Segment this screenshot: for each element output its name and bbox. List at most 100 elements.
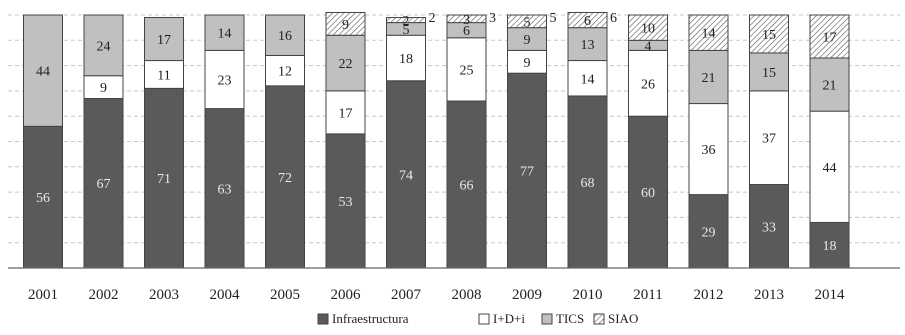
data-label: 6 (463, 24, 470, 39)
bar-segment-infraestructura (144, 87, 184, 269)
bar-segment-siao (446, 14, 487, 24)
data-label: 17 (157, 33, 171, 48)
legend-swatch-siao (593, 313, 605, 325)
data-label: 68 (581, 176, 595, 191)
x-axis: 2001 2002 2003 2004 2005 2006 2007 2008 2009 2010… (8, 267, 900, 303)
bar-segment-i-d-i (628, 49, 668, 117)
data-label: 18 (399, 52, 413, 67)
x-tick-label: 2005 (270, 287, 300, 303)
x-tick-label: 2013 (754, 287, 784, 303)
legend-swatch-infraestructura (317, 313, 329, 325)
data-label: 2 (403, 14, 410, 29)
data-label: 56 (36, 191, 50, 206)
bar-segment-i-d-i (386, 34, 426, 82)
x-tick-label: 2009 (512, 287, 542, 303)
data-label: 44 (36, 65, 50, 80)
bar-segment-siao (386, 17, 426, 24)
x-tick-label: 2010 (573, 287, 603, 303)
bar-segment-infraestructura (83, 97, 124, 269)
bar-segment-infraestructura (446, 100, 487, 269)
data-label: 25 (460, 63, 474, 78)
bar-segment-tics (83, 14, 124, 77)
bar-segment-siao (567, 11, 608, 29)
data-label: 14 (581, 72, 595, 87)
bar-segment-tics (325, 34, 366, 92)
data-label: 9 (342, 18, 349, 33)
data-label: 21 (823, 79, 837, 94)
bar-segment-tics (23, 14, 63, 127)
data-label: 3 (463, 13, 470, 28)
data-label: 36 (702, 143, 716, 158)
x-tick-label: 2003 (149, 287, 179, 303)
data-label: 11 (157, 68, 170, 83)
x-tick-label: 2007 (391, 287, 422, 303)
data-label: 24 (97, 39, 111, 54)
bar-segment-i-d-i (567, 60, 608, 97)
data-label: 13 (581, 38, 595, 53)
data-label: 15 (762, 28, 776, 43)
bar-segment-infraestructura (204, 108, 245, 269)
legend-label-i-d-i: I+D+i (493, 311, 525, 326)
data-label: 23 (218, 74, 232, 89)
bar-segment-infraestructura (23, 125, 63, 269)
data-label-outside: 2 (429, 11, 436, 26)
data-label: 22 (339, 57, 353, 72)
data-label: 71 (157, 172, 171, 187)
data-label: 16 (278, 29, 292, 44)
data-label: 15 (762, 66, 776, 81)
data-label-outside: 3 (489, 11, 496, 26)
bar-segment-tics (688, 49, 729, 105)
x-tick-label: 2014 (815, 287, 846, 303)
bar-segment-infraestructura (507, 72, 547, 269)
bar-segment-infraestructura (265, 85, 305, 269)
bar-segment-infraestructura (688, 194, 729, 269)
bar-segment-infraestructura (567, 95, 608, 269)
bar-segment-tics (144, 17, 184, 62)
data-label: 18 (823, 239, 837, 254)
bar-segment-i-d-i (749, 90, 789, 186)
legend-label-tics: TICS (556, 311, 584, 326)
x-tick-label: 2001 (28, 287, 58, 303)
legend-swatch-tics (541, 313, 553, 325)
bar-segment-siao (809, 14, 850, 59)
bar-segment-infraestructura (809, 221, 850, 269)
bar-segment-siao (507, 14, 547, 29)
data-label: 14 (702, 27, 716, 42)
x-tick-label: 2006 (331, 287, 362, 303)
x-tick-label: 2011 (633, 287, 662, 303)
bar-segment-tics (809, 57, 850, 112)
bar-segment-siao (749, 14, 789, 54)
bar-segment-infraestructura (749, 184, 789, 269)
data-label: 63 (218, 182, 232, 197)
legend-label-infraestructura: Infraestructura (332, 311, 409, 326)
data-label: 14 (218, 27, 232, 42)
data-label: 17 (339, 106, 353, 121)
data-label: 60 (641, 186, 655, 201)
data-label: 74 (399, 168, 413, 183)
data-label: 12 (278, 65, 292, 80)
bar-segment-i-d-i (809, 110, 850, 223)
x-tick-label: 2008 (452, 287, 482, 303)
bar-segment-i-d-i (204, 49, 245, 110)
x-tick-label: 2002 (89, 287, 119, 303)
bar-segment-siao (325, 11, 366, 36)
data-label: 37 (762, 132, 776, 147)
data-label: 29 (702, 225, 716, 240)
bar-segment-tics (204, 14, 245, 51)
bar-segment-siao (688, 14, 729, 51)
data-label: 4 (645, 39, 652, 54)
data-label: 6 (584, 14, 591, 29)
data-label: 21 (702, 71, 716, 86)
data-label: 72 (278, 171, 292, 186)
legend: Infraestructura I+D+i TICS SIAO (317, 311, 638, 326)
data-label: 44 (823, 161, 837, 176)
data-label: 5 (524, 15, 531, 30)
bar-segment-tics (265, 14, 305, 56)
data-label: 9 (524, 56, 531, 71)
data-label: 10 (641, 22, 655, 37)
data-label-outside: 6 (610, 11, 617, 26)
data-label: 67 (97, 177, 111, 192)
x-tick-label: 2012 (694, 287, 724, 303)
